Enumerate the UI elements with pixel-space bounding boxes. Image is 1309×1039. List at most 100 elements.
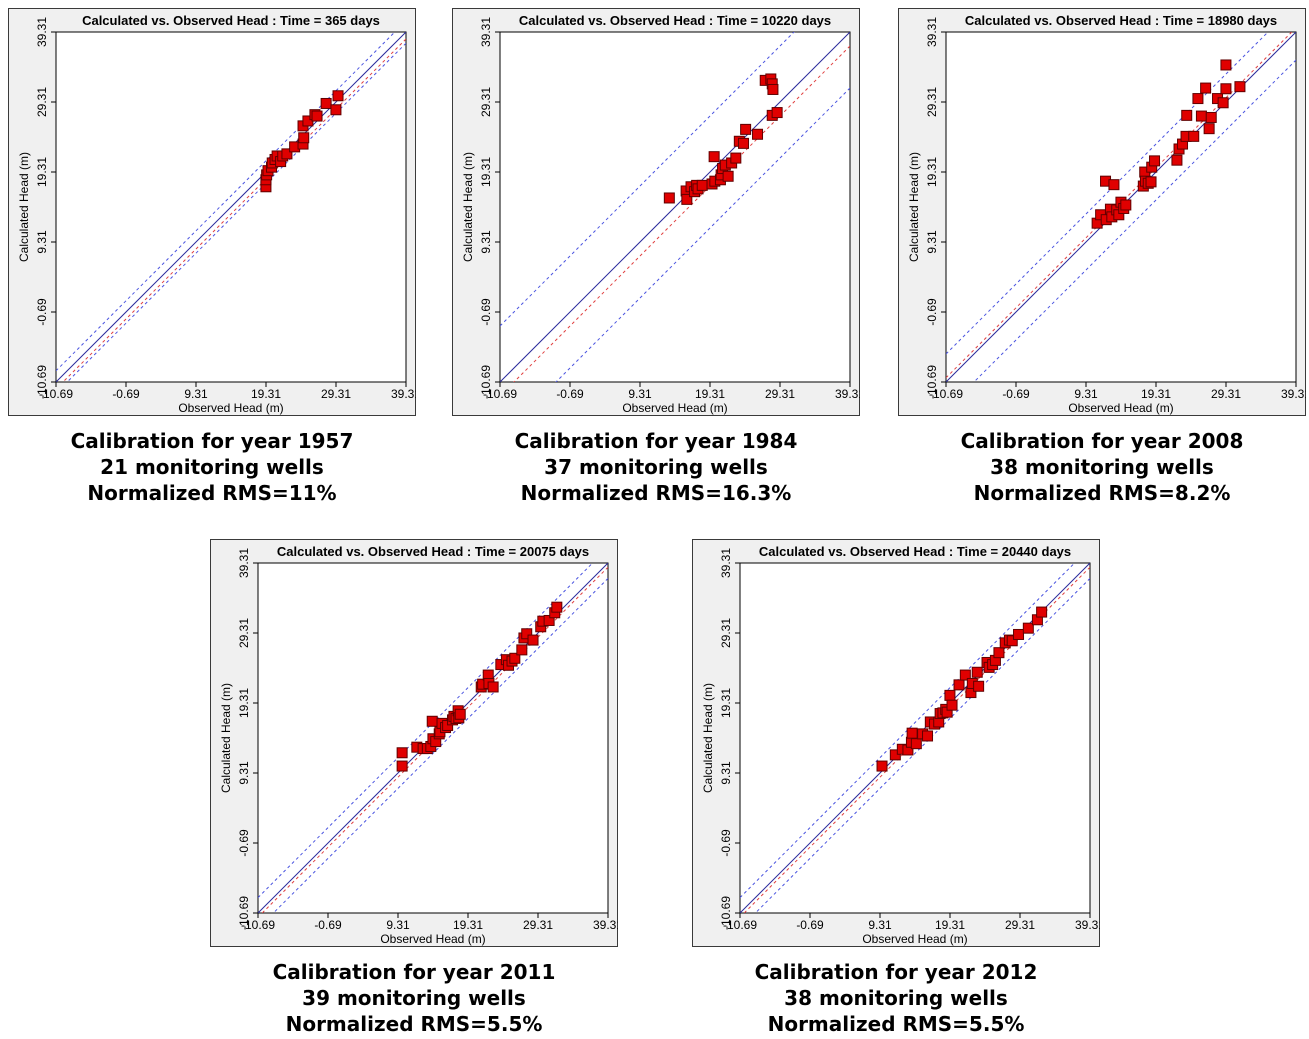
y-tick-label: 39.31	[35, 17, 49, 47]
mean-error-line	[62, 38, 406, 382]
lower-confidence-line	[973, 59, 1296, 382]
x-tick-label: 39.31	[391, 387, 416, 401]
y-tick-label: -10.69	[719, 896, 733, 930]
y-tick-label: 9.31	[479, 230, 493, 254]
data-point	[1108, 179, 1120, 191]
x-tick-label: -10.69	[39, 387, 73, 401]
y-tick-label: -0.69	[925, 298, 939, 326]
data-point	[663, 192, 675, 204]
y-tick-label: 9.31	[35, 230, 49, 254]
upper-confidence-line	[946, 32, 1269, 355]
y-tick-label: -0.69	[479, 298, 493, 326]
upper-confidence-line	[56, 32, 396, 372]
y-tick-label: 9.31	[237, 761, 251, 785]
x-tick-label: 29.31	[765, 387, 795, 401]
x-tick-label: -10.69	[483, 387, 517, 401]
data-point	[730, 152, 742, 164]
caption-wells: 39 monitoring wells	[302, 986, 526, 1010]
x-tick-label: -10.69	[723, 918, 757, 932]
x-tick-label: 39.31	[593, 918, 618, 932]
x-tick-label: -0.69	[314, 918, 342, 932]
data-point	[551, 601, 563, 613]
scatter-chart-2008: Calculated vs. Observed Head : Time = 18…	[907, 13, 1306, 415]
plot-lines	[500, 32, 850, 382]
calibration-panel-1984: Calculated vs. Observed Head : Time = 10…	[452, 8, 860, 508]
calibration-panel-2008: Calculated vs. Observed Head : Time = 18…	[898, 8, 1306, 508]
caption-year: Calibration for year 2012	[754, 960, 1038, 984]
y-tick-label: 19.31	[719, 688, 733, 718]
data-point	[738, 137, 750, 149]
one-to-one-line	[56, 32, 406, 382]
y-tick-label: 29.31	[479, 87, 493, 117]
data-point	[543, 614, 555, 626]
y-tick-label: 29.31	[719, 618, 733, 648]
chart-title: Calculated vs. Observed Head : Time = 20…	[759, 544, 1071, 559]
data-point	[922, 730, 934, 742]
x-tick-label: 29.31	[523, 918, 553, 932]
chart-title: Calculated vs. Observed Head : Time = 20…	[277, 544, 589, 559]
y-tick-label: -10.69	[237, 896, 251, 930]
data-point	[1181, 109, 1193, 121]
data-point	[1200, 82, 1212, 94]
data-point	[396, 760, 408, 772]
x-tick-label: 19.31	[1141, 387, 1171, 401]
data-point	[509, 652, 521, 664]
one-to-one-line	[500, 32, 850, 382]
x-tick-label: 9.31	[868, 918, 892, 932]
data-point	[708, 151, 720, 163]
x-tick-label: -0.69	[556, 387, 584, 401]
x-tick-label: 9.31	[386, 918, 410, 932]
y-tick-label: 19.31	[237, 688, 251, 718]
lower-confidence-line	[754, 578, 1090, 913]
x-tick-label: -0.69	[1002, 387, 1030, 401]
data-point	[876, 760, 888, 772]
data-point	[752, 128, 764, 140]
data-point	[281, 148, 293, 160]
calibration-panel-1957: Calculated vs. Observed Head : Time = 36…	[8, 8, 416, 508]
lower-confidence-line	[272, 578, 608, 913]
x-tick-label: 29.31	[1211, 387, 1241, 401]
caption-rms: Normalized RMS=5.5%	[285, 1012, 543, 1036]
x-tick-label: -0.69	[796, 918, 824, 932]
caption-year: Calibration for year 2008	[960, 429, 1244, 453]
x-tick-label: 19.31	[251, 387, 281, 401]
data-point	[1022, 622, 1034, 634]
x-tick-label: 9.31	[184, 387, 208, 401]
caption-year: Calibration for year 2011	[272, 960, 556, 984]
data-point	[1192, 93, 1204, 105]
x-tick-label: 19.31	[695, 387, 725, 401]
x-tick-label: -10.69	[241, 918, 275, 932]
data-point	[1205, 111, 1217, 123]
y-tick-label: 19.31	[35, 157, 49, 187]
x-axis-label: Observed Head (m)	[178, 401, 283, 415]
y-tick-label: 29.31	[925, 87, 939, 117]
x-axis-label: Observed Head (m)	[622, 401, 727, 415]
x-tick-label: 9.31	[1074, 387, 1098, 401]
chart-title: Calculated vs. Observed Head : Time = 10…	[519, 13, 831, 28]
y-tick-label: -10.69	[925, 365, 939, 399]
y-tick-label: 9.31	[925, 230, 939, 254]
upper-confidence-line	[500, 32, 795, 327]
chart-caption: Calibration for year 1957 21 monitoring …	[8, 428, 416, 506]
upper-confidence-line	[740, 563, 1076, 898]
y-tick-label: 29.31	[237, 618, 251, 648]
data-point	[740, 123, 752, 135]
y-tick-label: -10.69	[35, 365, 49, 399]
caption-rms: Normalized RMS=11%	[87, 481, 337, 505]
caption-rms: Normalized RMS=16.3%	[520, 481, 792, 505]
y-axis-label: Calculated Head (m)	[907, 152, 921, 262]
x-axis-label: Observed Head (m)	[862, 932, 967, 946]
x-tick-label: 39.31	[835, 387, 860, 401]
data-point	[298, 132, 310, 144]
x-tick-label: 29.31	[321, 387, 351, 401]
data-point	[330, 104, 342, 116]
data-point	[971, 666, 983, 678]
data-point	[1220, 59, 1232, 71]
data-point	[320, 97, 332, 109]
lower-confidence-line	[66, 42, 406, 382]
scatter-chart-2011: Calculated vs. Observed Head : Time = 20…	[219, 544, 618, 946]
chart-caption: Calibration for year 1984 37 monitoring …	[452, 428, 860, 506]
plot-lines	[56, 32, 406, 382]
data-point	[946, 699, 958, 711]
data-point	[767, 83, 779, 95]
